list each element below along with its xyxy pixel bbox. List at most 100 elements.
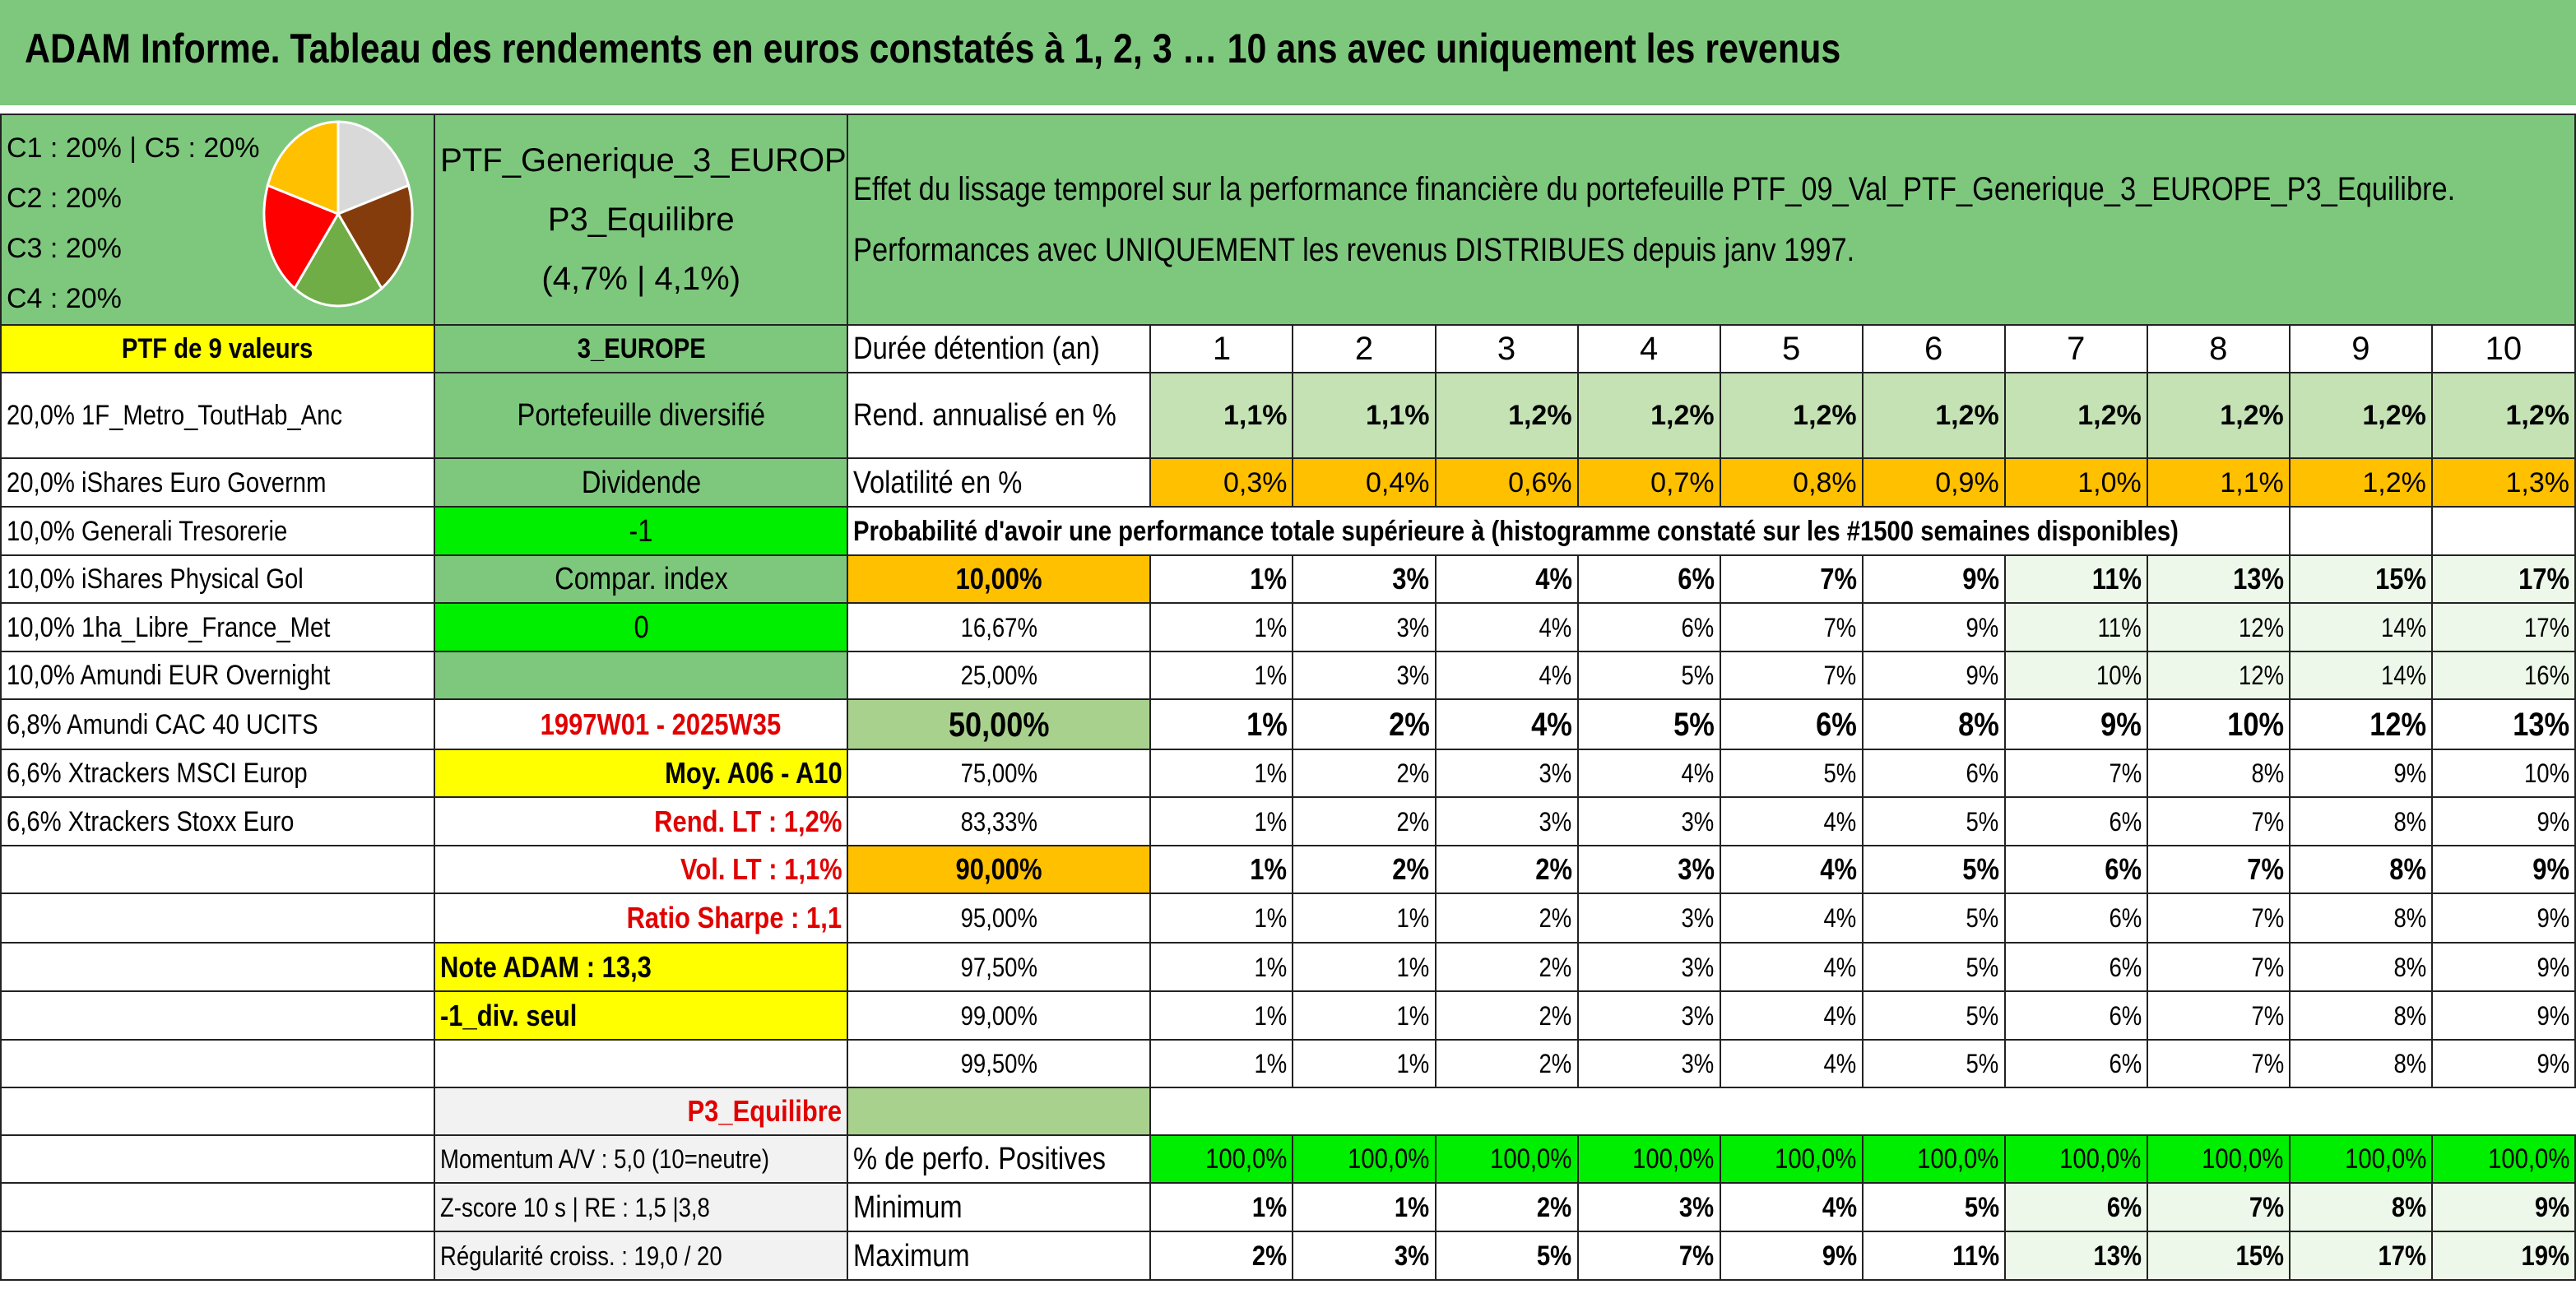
prob-value-y2: 1% bbox=[1292, 893, 1437, 944]
pie-slice-c2 bbox=[336, 183, 414, 290]
max-y4: 7% bbox=[1576, 1231, 1721, 1281]
portfolio-type: Portefeuille diversifié bbox=[434, 372, 849, 459]
pos-y9: 100,0% bbox=[2288, 1134, 2433, 1184]
prob-value-y9: 14% bbox=[2288, 651, 2433, 700]
prob-value-y4: 3% bbox=[1576, 1039, 1721, 1088]
prob-value-y6: 5% bbox=[1861, 990, 2006, 1041]
prob-value-y10: 17% bbox=[2430, 602, 2576, 652]
rend-y7: 1,2% bbox=[2003, 372, 2148, 459]
prob-value-y3: 2% bbox=[1434, 1039, 1579, 1088]
vol-y5: 0,8% bbox=[1719, 457, 1864, 508]
sharpe-ratio: Ratio Sharpe : 1,1 bbox=[434, 893, 849, 944]
prob-value-y5: 6% bbox=[1719, 698, 1864, 750]
prob-value-y8: 7% bbox=[2146, 942, 2291, 992]
year-5: 5 bbox=[1719, 324, 1864, 373]
spacer bbox=[0, 105, 2576, 115]
prob-row: 6,6% Xtrackers Stoxx Euro Rend. LT : 1,2%… bbox=[0, 796, 2576, 846]
min-y8: 7% bbox=[2146, 1182, 2291, 1232]
prob-threshold: 99,00% bbox=[847, 990, 1152, 1041]
holding-8: 6,6% Xtrackers MSCI Europ bbox=[0, 749, 436, 798]
prob-label-pad2 bbox=[2430, 506, 2576, 556]
prob-value-y10: 10% bbox=[2430, 749, 2576, 798]
prob-row: 6,6% Xtrackers MSCI Europ Moy. A06 - A10 7… bbox=[0, 749, 2576, 798]
prob-value-y9: 15% bbox=[2288, 554, 2433, 604]
empty-left bbox=[0, 990, 436, 1041]
prob-value-y6: 5% bbox=[1861, 942, 2006, 992]
max-y3: 5% bbox=[1434, 1231, 1579, 1281]
prob-row: 10,0% iShares Physical Gol Compar. index 1… bbox=[0, 554, 2576, 604]
vol-lt: Vol. LT : 1,1% bbox=[434, 845, 849, 894]
prob-value-y5: 5% bbox=[1719, 749, 1864, 798]
holding-9: 6,6% Xtrackers Stoxx Euro bbox=[0, 796, 436, 846]
prob-value-y3: 4% bbox=[1434, 602, 1579, 652]
vol-y7: 1,0% bbox=[2003, 457, 2148, 508]
prob-value-y9: 8% bbox=[2288, 942, 2433, 992]
prob-value-y7: 10% bbox=[2003, 651, 2148, 700]
legend-c3: C3 : 20% bbox=[7, 233, 122, 264]
rend-y5: 1,2% bbox=[1719, 372, 1864, 459]
prob-value-y2: 1% bbox=[1292, 990, 1437, 1041]
prob-value-y7: 6% bbox=[2003, 796, 2148, 846]
year-3: 3 bbox=[1434, 324, 1579, 373]
prob-value-y1: 1% bbox=[1149, 845, 1294, 894]
min-y5: 4% bbox=[1719, 1182, 1864, 1232]
empty-left bbox=[0, 893, 436, 944]
holding-4: 10,0% iShares Physical Gol bbox=[0, 554, 436, 604]
rend-y3: 1,2% bbox=[1434, 372, 1579, 459]
prob-value-y6: 6% bbox=[1861, 749, 2006, 798]
vol-y4: 0,7% bbox=[1576, 457, 1721, 508]
rend-label: Rend. annualisé en % bbox=[847, 372, 1152, 459]
prob-value-y8: 13% bbox=[2146, 554, 2291, 604]
empty-row-fill bbox=[1149, 1087, 2575, 1136]
min-label: Minimum bbox=[847, 1182, 1152, 1232]
prob-value-y7: 6% bbox=[2003, 893, 2148, 944]
prob-threshold: 90,00% bbox=[847, 845, 1152, 894]
header-description-line2: Performances avec UNIQUEMENT les revenus… bbox=[853, 232, 1855, 268]
min-y9: 8% bbox=[2288, 1182, 2433, 1232]
prob-value-y5: 7% bbox=[1719, 651, 1864, 700]
empty-green-cell bbox=[847, 1087, 1152, 1136]
allocation-pie-chart bbox=[262, 120, 414, 308]
vol-y8: 1,1% bbox=[2146, 457, 2291, 508]
page-title: ADAM Informe. Tableau des rendements en … bbox=[25, 26, 1841, 72]
prob-threshold: 75,00% bbox=[847, 749, 1152, 798]
rend-y2: 1,1% bbox=[1292, 372, 1437, 459]
holding-1: 20,0% 1F_Metro_ToutHab_Anc bbox=[0, 372, 436, 459]
prob-value-y2: 2% bbox=[1292, 698, 1437, 750]
prob-threshold: 25,00% bbox=[847, 651, 1152, 700]
vol-label: Volatilité en % bbox=[847, 457, 1152, 508]
prob-value-y4: 3% bbox=[1576, 942, 1721, 992]
pos-y10: 100,0% bbox=[2430, 1134, 2576, 1184]
max-y6: 11% bbox=[1861, 1231, 2006, 1281]
zone-cell: 3_EUROPE bbox=[434, 324, 849, 373]
prob-value-y7: 6% bbox=[2003, 1039, 2148, 1088]
prob-value-y2: 3% bbox=[1292, 554, 1437, 604]
holding-6: 10,0% Amundi EUR Overnight bbox=[0, 651, 436, 700]
holdings-title: PTF de 9 valeurs bbox=[0, 324, 436, 373]
max-label: Maximum bbox=[847, 1231, 1152, 1281]
prob-value-y2: 1% bbox=[1292, 1039, 1437, 1088]
prob-value-y9: 8% bbox=[2288, 893, 2433, 944]
max-y8: 15% bbox=[2146, 1231, 2291, 1281]
prob-value-y2: 3% bbox=[1292, 651, 1437, 700]
prob-value-y1: 1% bbox=[1149, 749, 1294, 798]
pos-y5: 100,0% bbox=[1719, 1134, 1864, 1184]
prob-row: 10,0% Amundi EUR Overnight 25,00% 1% 3% 4% 5%… bbox=[0, 651, 2576, 700]
prob-value-y10: 9% bbox=[2430, 1039, 2576, 1088]
prob-value-y9: 8% bbox=[2288, 845, 2433, 894]
prob-value-y7: 11% bbox=[2003, 554, 2148, 604]
prob-threshold: 10,00% bbox=[847, 554, 1152, 604]
vol-y1: 0,3% bbox=[1149, 457, 1294, 508]
prob-value-y7: 6% bbox=[2003, 845, 2148, 894]
rend-y4: 1,2% bbox=[1576, 372, 1721, 459]
pos-y8: 100,0% bbox=[2146, 1134, 2291, 1184]
prob-value-y8: 8% bbox=[2146, 749, 2291, 798]
prob-value-y6: 5% bbox=[1861, 796, 2006, 846]
zscore: Z-score 10 s | RE : 1,5 |3,8 bbox=[434, 1182, 849, 1232]
prob-label: Probabilité d'avoir une performance tota… bbox=[847, 506, 2290, 556]
year-10: 10 bbox=[2430, 324, 2576, 373]
prob-value-y9: 8% bbox=[2288, 796, 2433, 846]
vol-y9: 1,2% bbox=[2288, 457, 2433, 508]
prob-value-y4: 4% bbox=[1576, 749, 1721, 798]
empty-left bbox=[0, 1231, 436, 1281]
